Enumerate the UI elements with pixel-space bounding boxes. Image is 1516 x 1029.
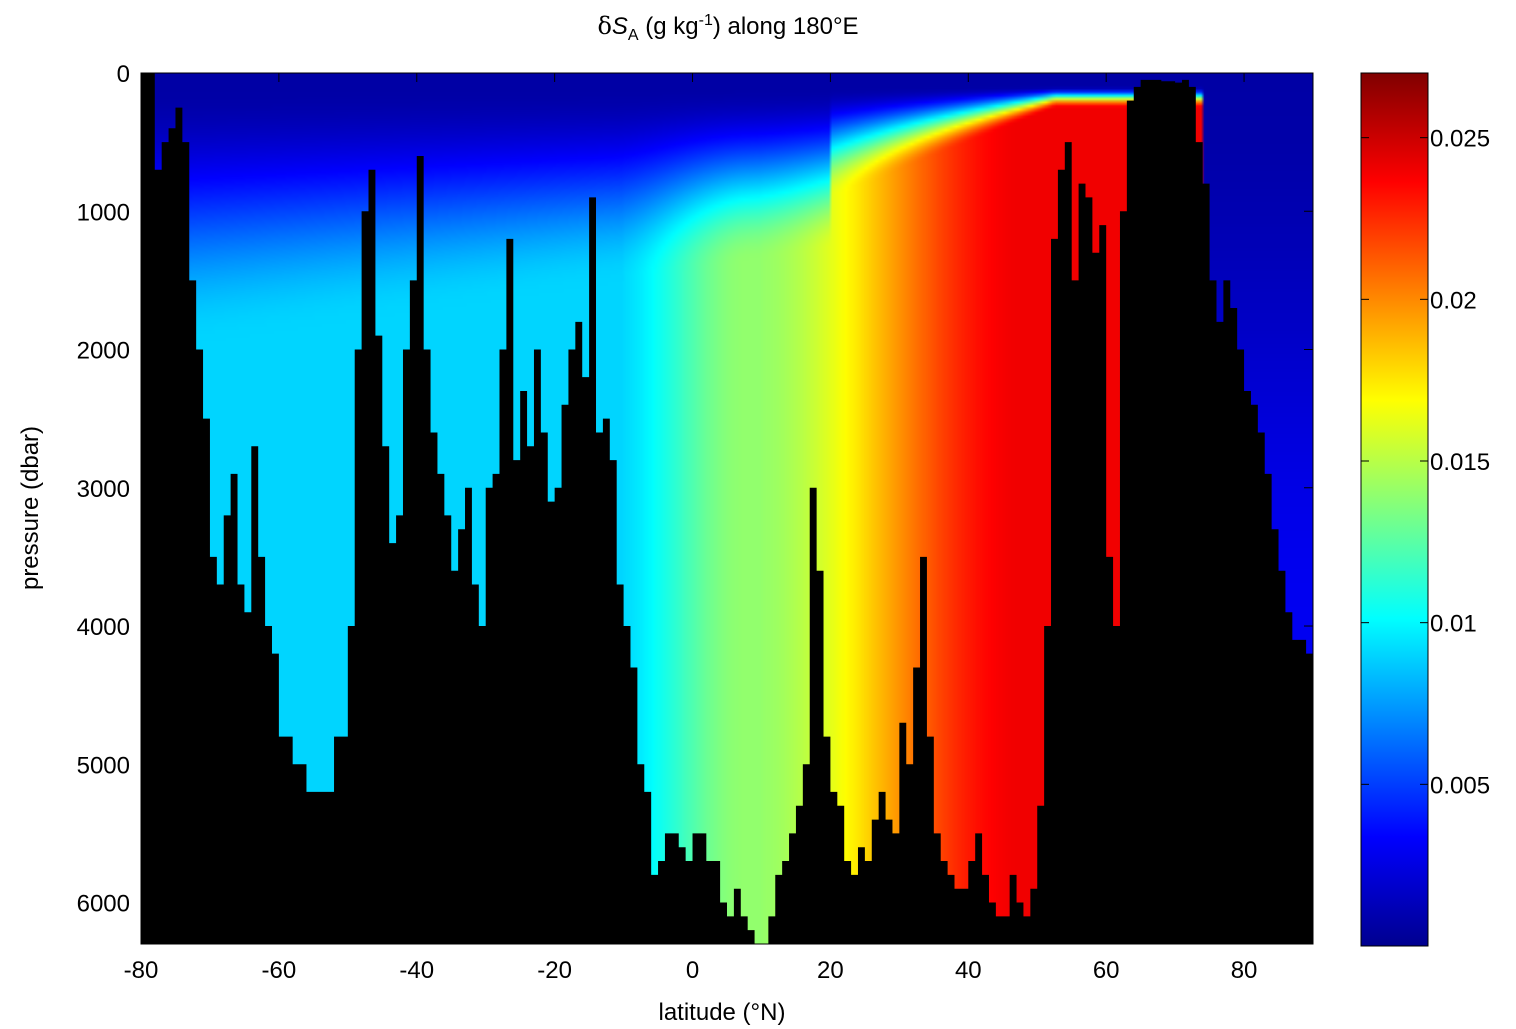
y-tick-label: 2000 <box>77 338 130 365</box>
colorbar-ticks: 0.005 0.01 0.015 0.02 0.025 <box>1361 126 1490 799</box>
colorbar-tick-label: 0.015 <box>1430 449 1490 476</box>
y-axis-ticks: 0 1000 2000 3000 4000 5000 6000 <box>77 61 1313 918</box>
colorbar-tick-label: 0.01 <box>1430 611 1477 638</box>
plot-frame <box>140 72 1314 945</box>
x-tick-label: 0 <box>686 957 699 984</box>
x-tick-label: -20 <box>537 957 572 984</box>
title-delta-symbol: δ <box>597 12 612 40</box>
x-tick-label: -80 <box>124 957 159 984</box>
y-axis-label: pressure (dbar) <box>17 426 44 590</box>
x-tick-label: -40 <box>399 957 434 984</box>
x-axis-ticks: -80 -60 -40 -20 0 20 40 60 80 <box>124 73 1258 984</box>
y-tick-label: 0 <box>117 61 130 88</box>
x-axis-label: latitude (°N) <box>659 999 786 1026</box>
chart-title: δSA (g kg-1) along 180°E <box>0 12 1456 45</box>
seafloor-mask <box>141 73 1313 944</box>
y-tick-label: 6000 <box>77 891 130 918</box>
colorbar-tick-label: 0.005 <box>1430 772 1490 799</box>
title-variable: S <box>611 13 628 40</box>
x-tick-label: 40 <box>955 957 982 984</box>
y-tick-label: 3000 <box>77 476 130 503</box>
y-tick-label: 4000 <box>77 614 130 641</box>
title-superscript: -1 <box>698 12 713 29</box>
colorbar-tick-label: 0.02 <box>1430 287 1477 314</box>
y-tick-label: 5000 <box>77 752 130 779</box>
x-tick-label: 60 <box>1093 957 1120 984</box>
plot-area <box>140 72 1314 945</box>
colorbar-gradient <box>1360 72 1429 947</box>
title-unit: (g kg <box>638 13 699 40</box>
x-tick-label: 20 <box>817 957 844 984</box>
x-tick-label: -60 <box>262 957 297 984</box>
y-tick-label: 1000 <box>77 199 130 226</box>
seafloor-topography <box>141 73 1313 944</box>
title-subscript: A <box>627 26 639 44</box>
title-rest: ) along 180°E <box>712 13 859 40</box>
x-tick-label: 80 <box>1231 957 1258 984</box>
colorbar: 0.005 0.01 0.015 0.02 0.025 <box>1360 72 1490 947</box>
colorbar-tick-label: 0.025 <box>1430 126 1490 153</box>
